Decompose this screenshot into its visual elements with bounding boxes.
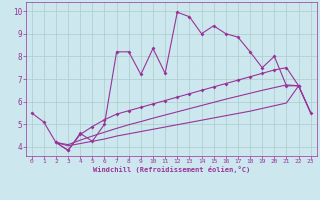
- X-axis label: Windchill (Refroidissement éolien,°C): Windchill (Refroidissement éolien,°C): [92, 166, 250, 173]
